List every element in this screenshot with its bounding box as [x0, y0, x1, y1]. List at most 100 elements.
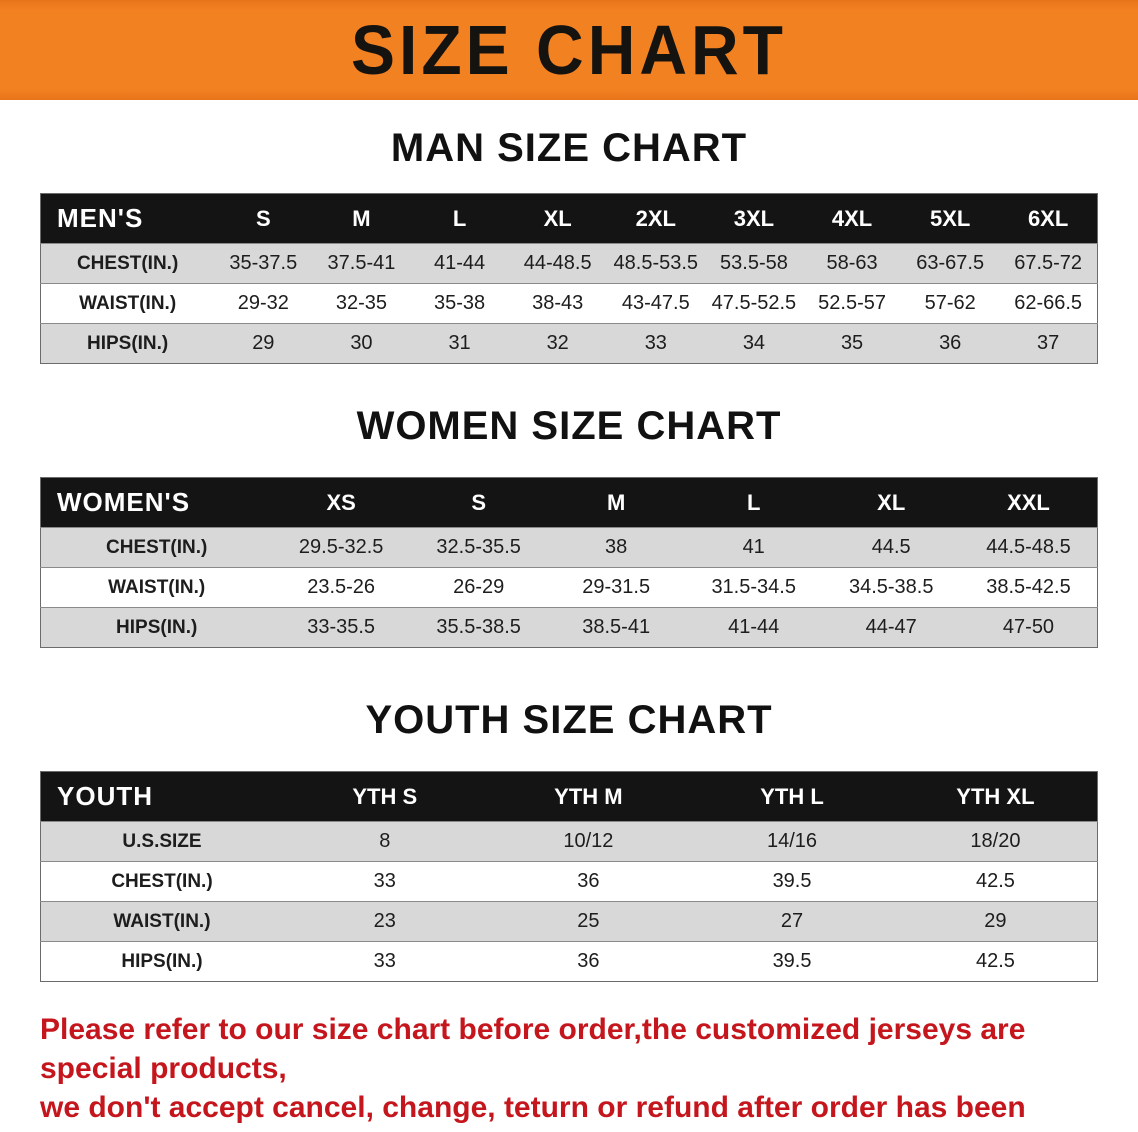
table-title-cell: YOUTH	[57, 781, 153, 811]
size-header-cell: XL	[877, 489, 906, 515]
table-row: HIPS(IN.) 33 36 39.5 42.5	[40, 941, 1098, 982]
row-label-cell: U.S.SIZE	[40, 821, 283, 862]
size-header-cell: M	[607, 489, 626, 515]
value-cell: 62-66.5	[999, 283, 1098, 324]
value-cell: 38.5-42.5	[959, 567, 1098, 608]
value-cell: 38.5-41	[547, 607, 685, 648]
value-cell: 35-38	[410, 283, 509, 324]
value-cell: 32.5-35.5	[409, 527, 548, 568]
value-cell: 33	[282, 941, 487, 982]
table-row: CHEST(IN.) 33 36 39.5 42.5	[40, 861, 1098, 902]
size-header-cell: 4XL	[831, 205, 873, 231]
value-cell: 41	[684, 527, 823, 568]
value-cell: 30	[312, 323, 411, 364]
value-cell: 29	[214, 323, 313, 364]
value-cell: 57-62	[901, 283, 1000, 324]
size-header-cell: XL	[543, 205, 572, 231]
row-label-cell: CHEST(IN.)	[40, 527, 273, 568]
value-cell: 41-44	[410, 243, 509, 284]
size-header-cell: 2XL	[635, 205, 676, 231]
size-header-cell: XXL	[1007, 489, 1050, 515]
value-cell: 41-44	[684, 607, 823, 648]
value-cell: 32	[508, 323, 607, 364]
value-cell: 33	[282, 861, 487, 902]
table-title-cell: WOMEN'S	[57, 487, 191, 517]
value-cell: 37.5-41	[312, 243, 411, 284]
table-row: WAIST(IN.) 23.5-26 26-29 29-31.5 31.5-34.5 34…	[40, 567, 1098, 608]
size-header-cell: 5XL	[930, 205, 971, 231]
size-header-cell: YTH S	[352, 783, 418, 809]
value-cell: 43-47.5	[606, 283, 705, 324]
value-cell: 31.5-34.5	[684, 567, 823, 608]
value-cell: 38	[547, 527, 685, 568]
women-size-table-wrap: WOMEN'S XS S M L XL XXL CHEST(IN.) 29.5-32.5 32.5…	[0, 477, 1138, 648]
order-notice: Please refer to our size chart before or…	[0, 982, 1138, 1132]
value-cell: 32-35	[312, 283, 411, 324]
row-label-cell: CHEST(IN.)	[40, 243, 215, 284]
table-row: WAIST(IN.) 29-32 32-35 35-38 38-43 43-47.5 47.…	[40, 283, 1098, 324]
size-header-cell: 3XL	[733, 205, 775, 231]
value-cell: 52.5-57	[803, 283, 902, 324]
value-cell: 42.5	[893, 861, 1098, 902]
row-label-cell: CHEST(IN.)	[40, 861, 283, 902]
value-cell: 29	[893, 901, 1098, 942]
row-label-cell: WAIST(IN.)	[40, 567, 273, 608]
value-cell: 18/20	[893, 821, 1098, 862]
value-cell: 34	[704, 323, 803, 364]
value-cell: 33	[606, 323, 705, 364]
value-cell: 27	[690, 901, 894, 942]
value-cell: 36	[486, 941, 691, 982]
value-cell: 47-50	[959, 607, 1098, 648]
value-cell: 44.5-48.5	[959, 527, 1098, 568]
value-cell: 67.5-72	[999, 243, 1098, 284]
banner: SIZE CHART	[0, 0, 1138, 100]
man-size-chart-heading: MAN SIZE CHART	[390, 126, 748, 170]
value-cell: 44-47	[822, 607, 960, 648]
value-cell: 39.5	[690, 861, 894, 902]
size-header-cell: YTH L	[760, 783, 824, 809]
order-notice-line: we don't accept cancel, change, teturn o…	[40, 1091, 1026, 1132]
value-cell: 10/12	[486, 821, 691, 862]
value-cell: 38-43	[508, 283, 607, 324]
table-row: HIPS(IN.) 29 30 31 32 33 34 35 36 37	[40, 323, 1098, 364]
value-cell: 33-35.5	[272, 607, 410, 648]
order-notice-line: Please refer to our size chart before or…	[40, 1013, 1026, 1085]
value-cell: 58-63	[803, 243, 902, 284]
size-header-cell: S	[255, 205, 271, 231]
value-cell: 25	[486, 901, 691, 942]
table-header-row: MEN'S S M L XL 2XL 3XL 4XL 5XL 6XL	[40, 193, 1098, 244]
row-label-cell: HIPS(IN.)	[40, 607, 273, 648]
youth-size-table-wrap: YOUTH YTH S YTH M YTH L YTH XL U.S.SIZE 8 10/12…	[0, 771, 1138, 982]
women-size-table: WOMEN'S XS S M L XL XXL CHEST(IN.) 29.5-32.5 32.5…	[40, 477, 1098, 648]
row-label-cell: HIPS(IN.)	[40, 323, 215, 364]
value-cell: 29-32	[214, 283, 313, 324]
table-row: U.S.SIZE 8 10/12 14/16 18/20	[40, 821, 1098, 862]
value-cell: 34.5-38.5	[822, 567, 960, 608]
value-cell: 42.5	[893, 941, 1098, 982]
man-size-table-wrap: MEN'S S M L XL 2XL 3XL 4XL 5XL 6XL CHEST(IN.) 35-37…	[0, 193, 1138, 364]
size-header-cell: L	[746, 489, 761, 515]
youth-size-chart-heading: YOUTH SIZE CHART	[365, 698, 773, 742]
size-header-cell: XS	[326, 489, 356, 515]
value-cell: 29.5-32.5	[272, 527, 410, 568]
value-cell: 44-48.5	[508, 243, 607, 284]
table-row: WAIST(IN.) 23 25 27 29	[40, 901, 1098, 942]
value-cell: 14/16	[690, 821, 894, 862]
youth-size-table: YOUTH YTH S YTH M YTH L YTH XL U.S.SIZE 8 10/12…	[40, 771, 1098, 982]
size-header-cell: YTH M	[554, 783, 623, 809]
table-row: CHEST(IN.) 29.5-32.5 32.5-35.5 38 41 44.5 44.5…	[40, 527, 1098, 568]
value-cell: 23.5-26	[272, 567, 410, 608]
value-cell: 35	[803, 323, 902, 364]
value-cell: 26-29	[409, 567, 548, 608]
table-row: CHEST(IN.) 35-37.5 37.5-41 41-44 44-48.5 48.5…	[40, 243, 1098, 284]
banner-title: SIZE CHART	[351, 11, 787, 89]
women-size-chart-heading: WOMEN SIZE CHART	[356, 404, 782, 448]
row-label-cell: HIPS(IN.)	[40, 941, 283, 982]
value-cell: 36	[486, 861, 691, 902]
size-header-cell: S	[471, 489, 486, 515]
value-cell: 47.5-52.5	[704, 283, 803, 324]
value-cell: 23	[282, 901, 487, 942]
man-size-table: MEN'S S M L XL 2XL 3XL 4XL 5XL 6XL CHEST(IN.) 35-37…	[40, 193, 1098, 364]
size-header-cell: YTH XL	[956, 783, 1035, 809]
value-cell: 35-37.5	[214, 243, 313, 284]
